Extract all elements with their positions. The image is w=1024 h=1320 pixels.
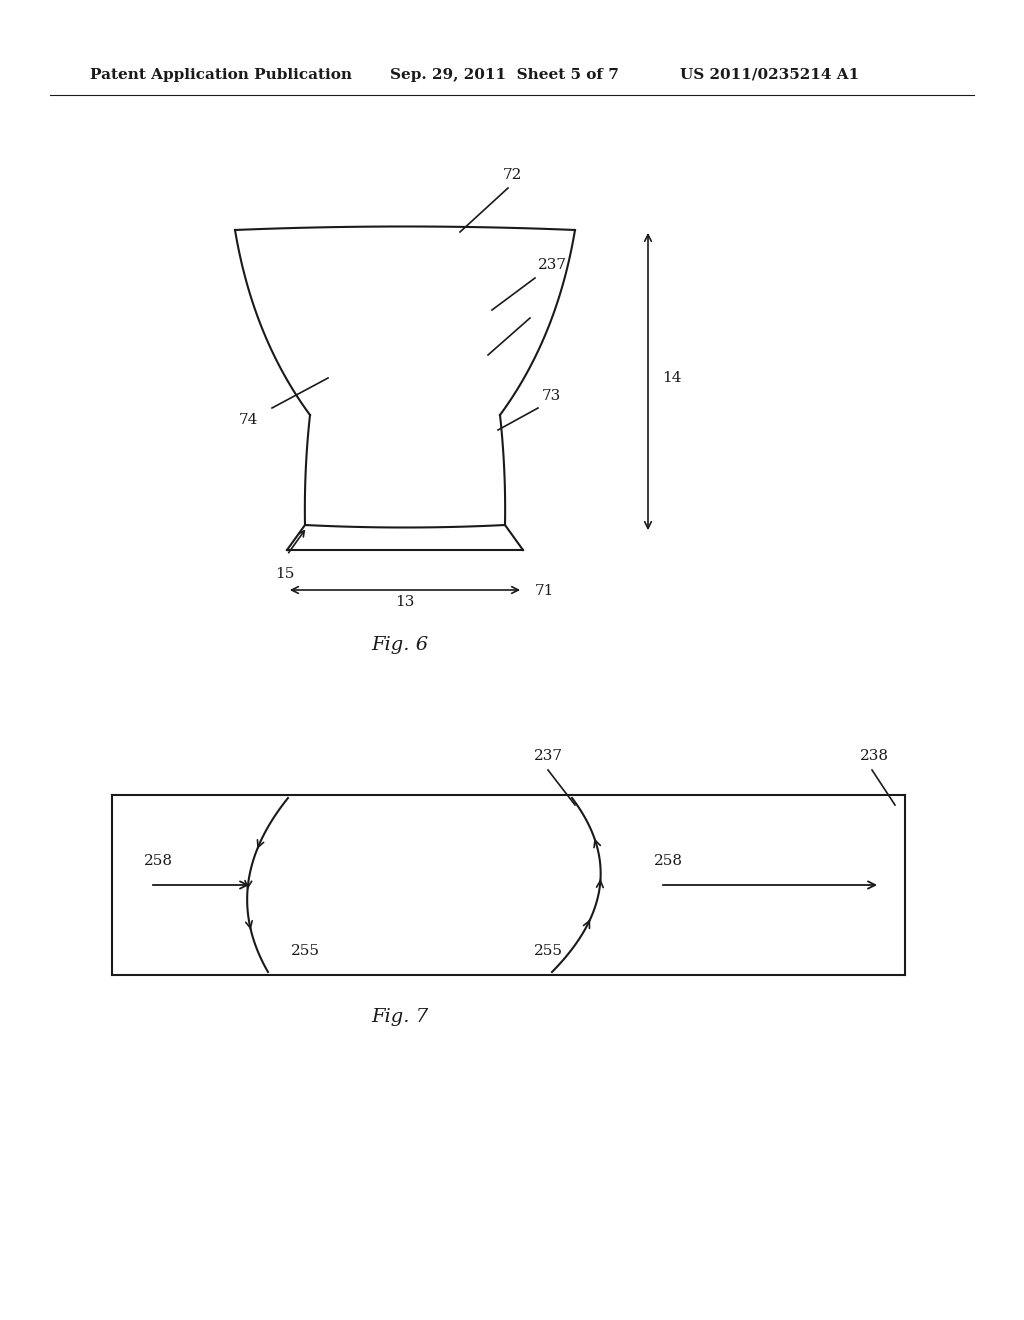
Text: 258: 258 — [143, 854, 172, 869]
Text: 13: 13 — [395, 595, 415, 609]
Text: 237: 237 — [538, 257, 567, 272]
Text: 255: 255 — [534, 944, 562, 958]
Text: 72: 72 — [503, 168, 521, 182]
Text: 258: 258 — [653, 854, 683, 869]
Text: 255: 255 — [291, 944, 319, 958]
Text: 74: 74 — [239, 413, 258, 426]
Text: Sep. 29, 2011  Sheet 5 of 7: Sep. 29, 2011 Sheet 5 of 7 — [390, 69, 618, 82]
Text: 15: 15 — [275, 568, 295, 581]
Text: 237: 237 — [534, 748, 562, 763]
Text: 71: 71 — [535, 583, 554, 598]
Text: Fig. 6: Fig. 6 — [372, 636, 429, 653]
Text: US 2011/0235214 A1: US 2011/0235214 A1 — [680, 69, 859, 82]
Text: 14: 14 — [662, 371, 682, 384]
Text: Fig. 7: Fig. 7 — [372, 1008, 429, 1026]
Text: 238: 238 — [859, 748, 889, 763]
Text: 73: 73 — [542, 389, 561, 403]
Text: Patent Application Publication: Patent Application Publication — [90, 69, 352, 82]
